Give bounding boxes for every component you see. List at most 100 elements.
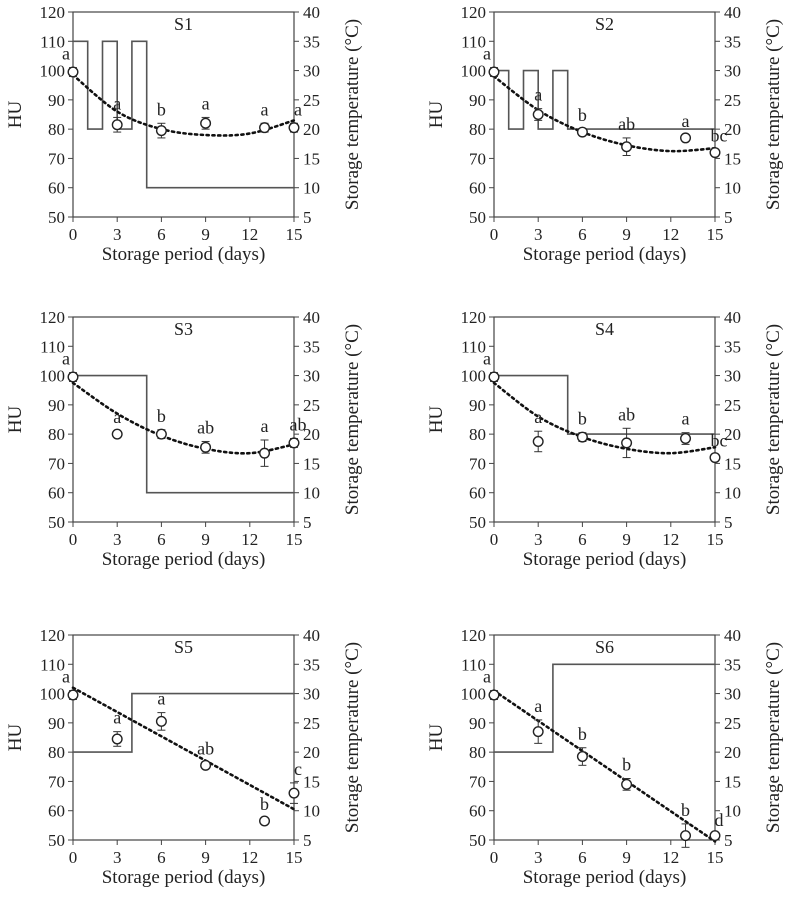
significance-letter: a bbox=[682, 111, 690, 131]
x-tick-label: 6 bbox=[578, 530, 587, 549]
x-tick-label: 12 bbox=[662, 530, 679, 549]
plot-frame bbox=[493, 316, 716, 523]
significance-letter: a bbox=[483, 44, 491, 64]
y2-tick-label: 10 bbox=[303, 179, 320, 198]
y-tick-label: 70 bbox=[469, 149, 486, 168]
hu-data-point bbox=[621, 437, 633, 449]
hu-data-point bbox=[488, 689, 500, 701]
y2-tick-label: 25 bbox=[724, 396, 741, 415]
y2-axis-label: Storage temperature (°C) bbox=[763, 324, 784, 515]
hu-data-point bbox=[488, 371, 500, 383]
y2-tick-label: 35 bbox=[724, 655, 741, 674]
x-tick-label: 0 bbox=[69, 225, 78, 244]
significance-letter: b bbox=[157, 406, 166, 426]
chart-panel-s6: 50 60 70 80 90 100 110 120 5 10 15 20 25 30 35 40 0 3 6 9 12… bbox=[426, 626, 784, 888]
hu-data-point bbox=[488, 66, 500, 78]
y2-tick-label: 15 bbox=[303, 454, 320, 473]
y2-tick-label: 10 bbox=[303, 802, 320, 821]
hu-data-point bbox=[576, 751, 588, 763]
x-tick-label: 6 bbox=[157, 225, 166, 244]
y2-tick-label: 20 bbox=[303, 425, 320, 444]
temperature-profile-line bbox=[494, 69, 715, 130]
y-tick-label: 70 bbox=[469, 454, 486, 473]
x-tick-label: 15 bbox=[707, 225, 724, 244]
hu-data-point bbox=[709, 830, 721, 842]
hu-data-point bbox=[709, 147, 721, 159]
significance-letter: ab bbox=[197, 738, 214, 758]
y-tick-label: 70 bbox=[469, 772, 486, 791]
x-tick-label: 0 bbox=[490, 848, 499, 867]
hu-data-point bbox=[67, 66, 79, 78]
y2-axis-label: Storage temperature (°C) bbox=[763, 642, 784, 833]
hu-data-point bbox=[200, 759, 212, 771]
y-tick-label: 110 bbox=[40, 32, 65, 51]
significance-letter: a bbox=[483, 349, 491, 369]
y-tick-label: 90 bbox=[48, 396, 65, 415]
hu-data-point bbox=[680, 433, 692, 445]
x-tick-label: 12 bbox=[662, 848, 679, 867]
hu-data-point bbox=[680, 132, 692, 144]
y-tick-label: 120 bbox=[40, 308, 66, 327]
significance-letter: c bbox=[294, 759, 302, 779]
hu-data-point bbox=[259, 815, 271, 827]
y-tick-label: 60 bbox=[48, 179, 65, 198]
x-tick-label: 15 bbox=[707, 530, 724, 549]
y2-axis-label: Storage temperature (°C) bbox=[763, 19, 784, 210]
y-tick-label: 80 bbox=[48, 120, 65, 139]
y2-tick-label: 40 bbox=[724, 3, 741, 22]
y-tick-label: 110 bbox=[40, 655, 65, 674]
hu-data-point bbox=[67, 689, 79, 701]
significance-letter: a bbox=[534, 407, 542, 427]
hu-data-point bbox=[67, 371, 79, 383]
y-tick-label: 80 bbox=[469, 743, 486, 762]
y2-tick-label: 30 bbox=[724, 62, 741, 81]
y-tick-label: 110 bbox=[461, 337, 486, 356]
y2-tick-label: 40 bbox=[724, 308, 741, 327]
y2-tick-label: 5 bbox=[724, 208, 733, 227]
y2-tick-label: 40 bbox=[724, 626, 741, 645]
x-tick-label: 12 bbox=[241, 530, 258, 549]
hu-data-point bbox=[155, 715, 167, 727]
y2-tick-label: 5 bbox=[303, 513, 312, 532]
chart-panel-s5: 50 60 70 80 90 100 110 120 5 10 15 20 25 30 35 40 0 3 6 9 12… bbox=[5, 626, 363, 888]
significance-letter: a bbox=[62, 349, 70, 369]
hu-data-point bbox=[288, 787, 300, 799]
significance-letter: a bbox=[113, 93, 121, 113]
hu-data-point bbox=[680, 830, 692, 842]
panel-title: S1 bbox=[174, 14, 193, 34]
plot-frame bbox=[72, 634, 295, 841]
significance-letter: b bbox=[578, 105, 587, 125]
significance-letter: a bbox=[534, 696, 542, 716]
y-tick-label: 80 bbox=[469, 120, 486, 139]
x-tick-label: 15 bbox=[286, 225, 303, 244]
hu-data-point bbox=[111, 428, 123, 440]
hu-data-point bbox=[259, 122, 271, 134]
plot-frame bbox=[72, 11, 295, 218]
y-tick-label: 70 bbox=[48, 149, 65, 168]
x-tick-label: 6 bbox=[157, 848, 166, 867]
hu-data-point bbox=[532, 726, 544, 738]
y-tick-label: 120 bbox=[461, 308, 487, 327]
y-tick-label: 60 bbox=[48, 802, 65, 821]
x-axis-label: Storage period (days) bbox=[523, 549, 687, 570]
x-tick-label: 0 bbox=[490, 225, 499, 244]
hu-trend-line bbox=[492, 689, 717, 843]
y2-tick-label: 35 bbox=[303, 655, 320, 674]
significance-letter: a bbox=[202, 93, 210, 113]
x-tick-label: 9 bbox=[201, 225, 210, 244]
hu-data-point bbox=[576, 126, 588, 138]
hu-data-point bbox=[621, 141, 633, 153]
hu-data-point bbox=[621, 778, 633, 790]
y-tick-label: 100 bbox=[40, 685, 66, 704]
x-tick-label: 0 bbox=[69, 848, 78, 867]
x-tick-label: 9 bbox=[201, 848, 210, 867]
y-tick-label: 110 bbox=[461, 32, 486, 51]
y2-tick-label: 5 bbox=[303, 208, 312, 227]
y-tick-label: 100 bbox=[461, 62, 487, 81]
y2-tick-label: 5 bbox=[724, 831, 733, 850]
y-tick-label: 60 bbox=[469, 484, 486, 503]
y-tick-label: 100 bbox=[40, 62, 66, 81]
hu-data-point bbox=[288, 122, 300, 134]
hu-trend-line bbox=[492, 75, 717, 153]
